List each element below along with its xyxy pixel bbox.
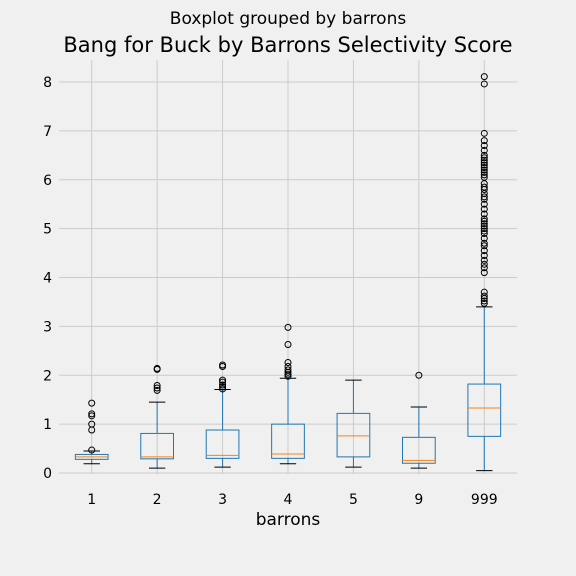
x-tick-label: 5	[349, 492, 358, 508]
outlier-point	[284, 323, 292, 331]
outlier-point	[480, 222, 488, 230]
x-tick-label: 999	[471, 492, 498, 508]
y-tick-label: 7	[43, 124, 52, 140]
outlier-point	[480, 154, 488, 162]
boxes	[74, 73, 502, 472]
outlier-point	[219, 381, 227, 389]
y-tick-label: 8	[43, 75, 52, 91]
box-group-9	[402, 371, 436, 469]
outlier-point	[480, 256, 488, 264]
outlier-point	[480, 166, 488, 174]
outlier-point	[480, 73, 488, 81]
outlier-point	[153, 382, 161, 390]
box	[467, 383, 502, 437]
outlier-point	[480, 146, 488, 154]
outlier-point	[480, 288, 488, 296]
outlier-point	[219, 385, 227, 393]
outlier-point	[480, 183, 488, 191]
outlier-point	[480, 164, 488, 172]
outlier-point	[284, 340, 292, 348]
box	[336, 412, 371, 458]
outlier-point	[480, 156, 488, 164]
outlier-point	[153, 386, 161, 394]
outlier-point	[480, 297, 488, 305]
x-tick-label: 9	[414, 492, 423, 508]
outlier-point	[480, 292, 488, 300]
outlier-point	[88, 412, 96, 420]
y-tick-label: 4	[43, 271, 52, 287]
outlier-point	[153, 384, 161, 392]
y-tick-label: 0	[43, 466, 52, 482]
y-tick-label: 6	[43, 173, 52, 189]
outlier-point	[284, 362, 292, 370]
outlier-point	[480, 142, 488, 150]
outlier-point	[219, 361, 227, 369]
x-tick-label: 2	[153, 492, 162, 508]
outlier-point	[88, 420, 96, 428]
outlier-point	[480, 215, 488, 223]
box-group-5	[336, 379, 371, 468]
x-tick-label: 4	[284, 492, 293, 508]
box	[271, 423, 305, 459]
y-tick-label: 2	[43, 368, 52, 384]
outlier-point	[219, 376, 227, 384]
outlier-point	[284, 366, 292, 374]
x-tick-label: 1	[87, 492, 96, 508]
outlier-point	[480, 151, 488, 159]
outlier-point	[480, 242, 488, 250]
outlier-point	[480, 205, 488, 213]
y-tick-label: 5	[43, 222, 52, 238]
outlier-point	[480, 252, 488, 260]
outlier-point	[480, 159, 488, 167]
outlier-point	[480, 168, 488, 176]
outlier-point	[480, 173, 488, 181]
outlier-point	[153, 364, 161, 372]
outlier-point	[480, 220, 488, 228]
outlier-point	[284, 359, 292, 367]
outlier-point	[480, 200, 488, 208]
outlier-point	[480, 129, 488, 137]
outlier-point	[480, 239, 488, 247]
outlier-point	[480, 227, 488, 235]
box-group-1	[74, 399, 109, 465]
outlier-point	[480, 210, 488, 218]
box	[402, 436, 436, 464]
outlier-point	[480, 299, 488, 307]
box-group-2	[140, 364, 175, 469]
outlier-point	[480, 234, 488, 242]
outlier-point	[284, 370, 292, 378]
box-group-3	[205, 361, 240, 468]
outlier-point	[219, 383, 227, 391]
outlier-point	[480, 269, 488, 277]
outlier-point	[88, 446, 96, 454]
outlier-point	[480, 171, 488, 179]
outlier-point	[480, 230, 488, 238]
outlier-point	[480, 161, 488, 169]
box-group-999	[467, 73, 502, 472]
box	[205, 429, 240, 459]
outlier-point	[480, 80, 488, 88]
outlier-point	[480, 247, 488, 255]
outlier-point	[480, 264, 488, 272]
outlier-point	[88, 410, 96, 418]
outlier-point	[219, 378, 227, 386]
outlier-point	[480, 193, 488, 201]
x-axis-label: barrons	[256, 510, 321, 530]
outlier-point	[88, 399, 96, 407]
x-tick-label: 3	[218, 492, 227, 508]
y-tick-label: 3	[43, 319, 52, 335]
outlier-point	[480, 137, 488, 145]
outlier-point	[480, 260, 488, 268]
outlier-point	[480, 225, 488, 233]
outlier-point	[480, 217, 488, 225]
chart-title: Bang for Buck by Barrons Selectivity Sco…	[63, 33, 513, 57]
box	[140, 432, 175, 460]
outlier-point	[415, 371, 423, 379]
y-tick-label: 1	[43, 417, 52, 433]
box-group-4	[271, 323, 305, 465]
chart-suptitle: Boxplot grouped by barrons	[169, 9, 407, 29]
